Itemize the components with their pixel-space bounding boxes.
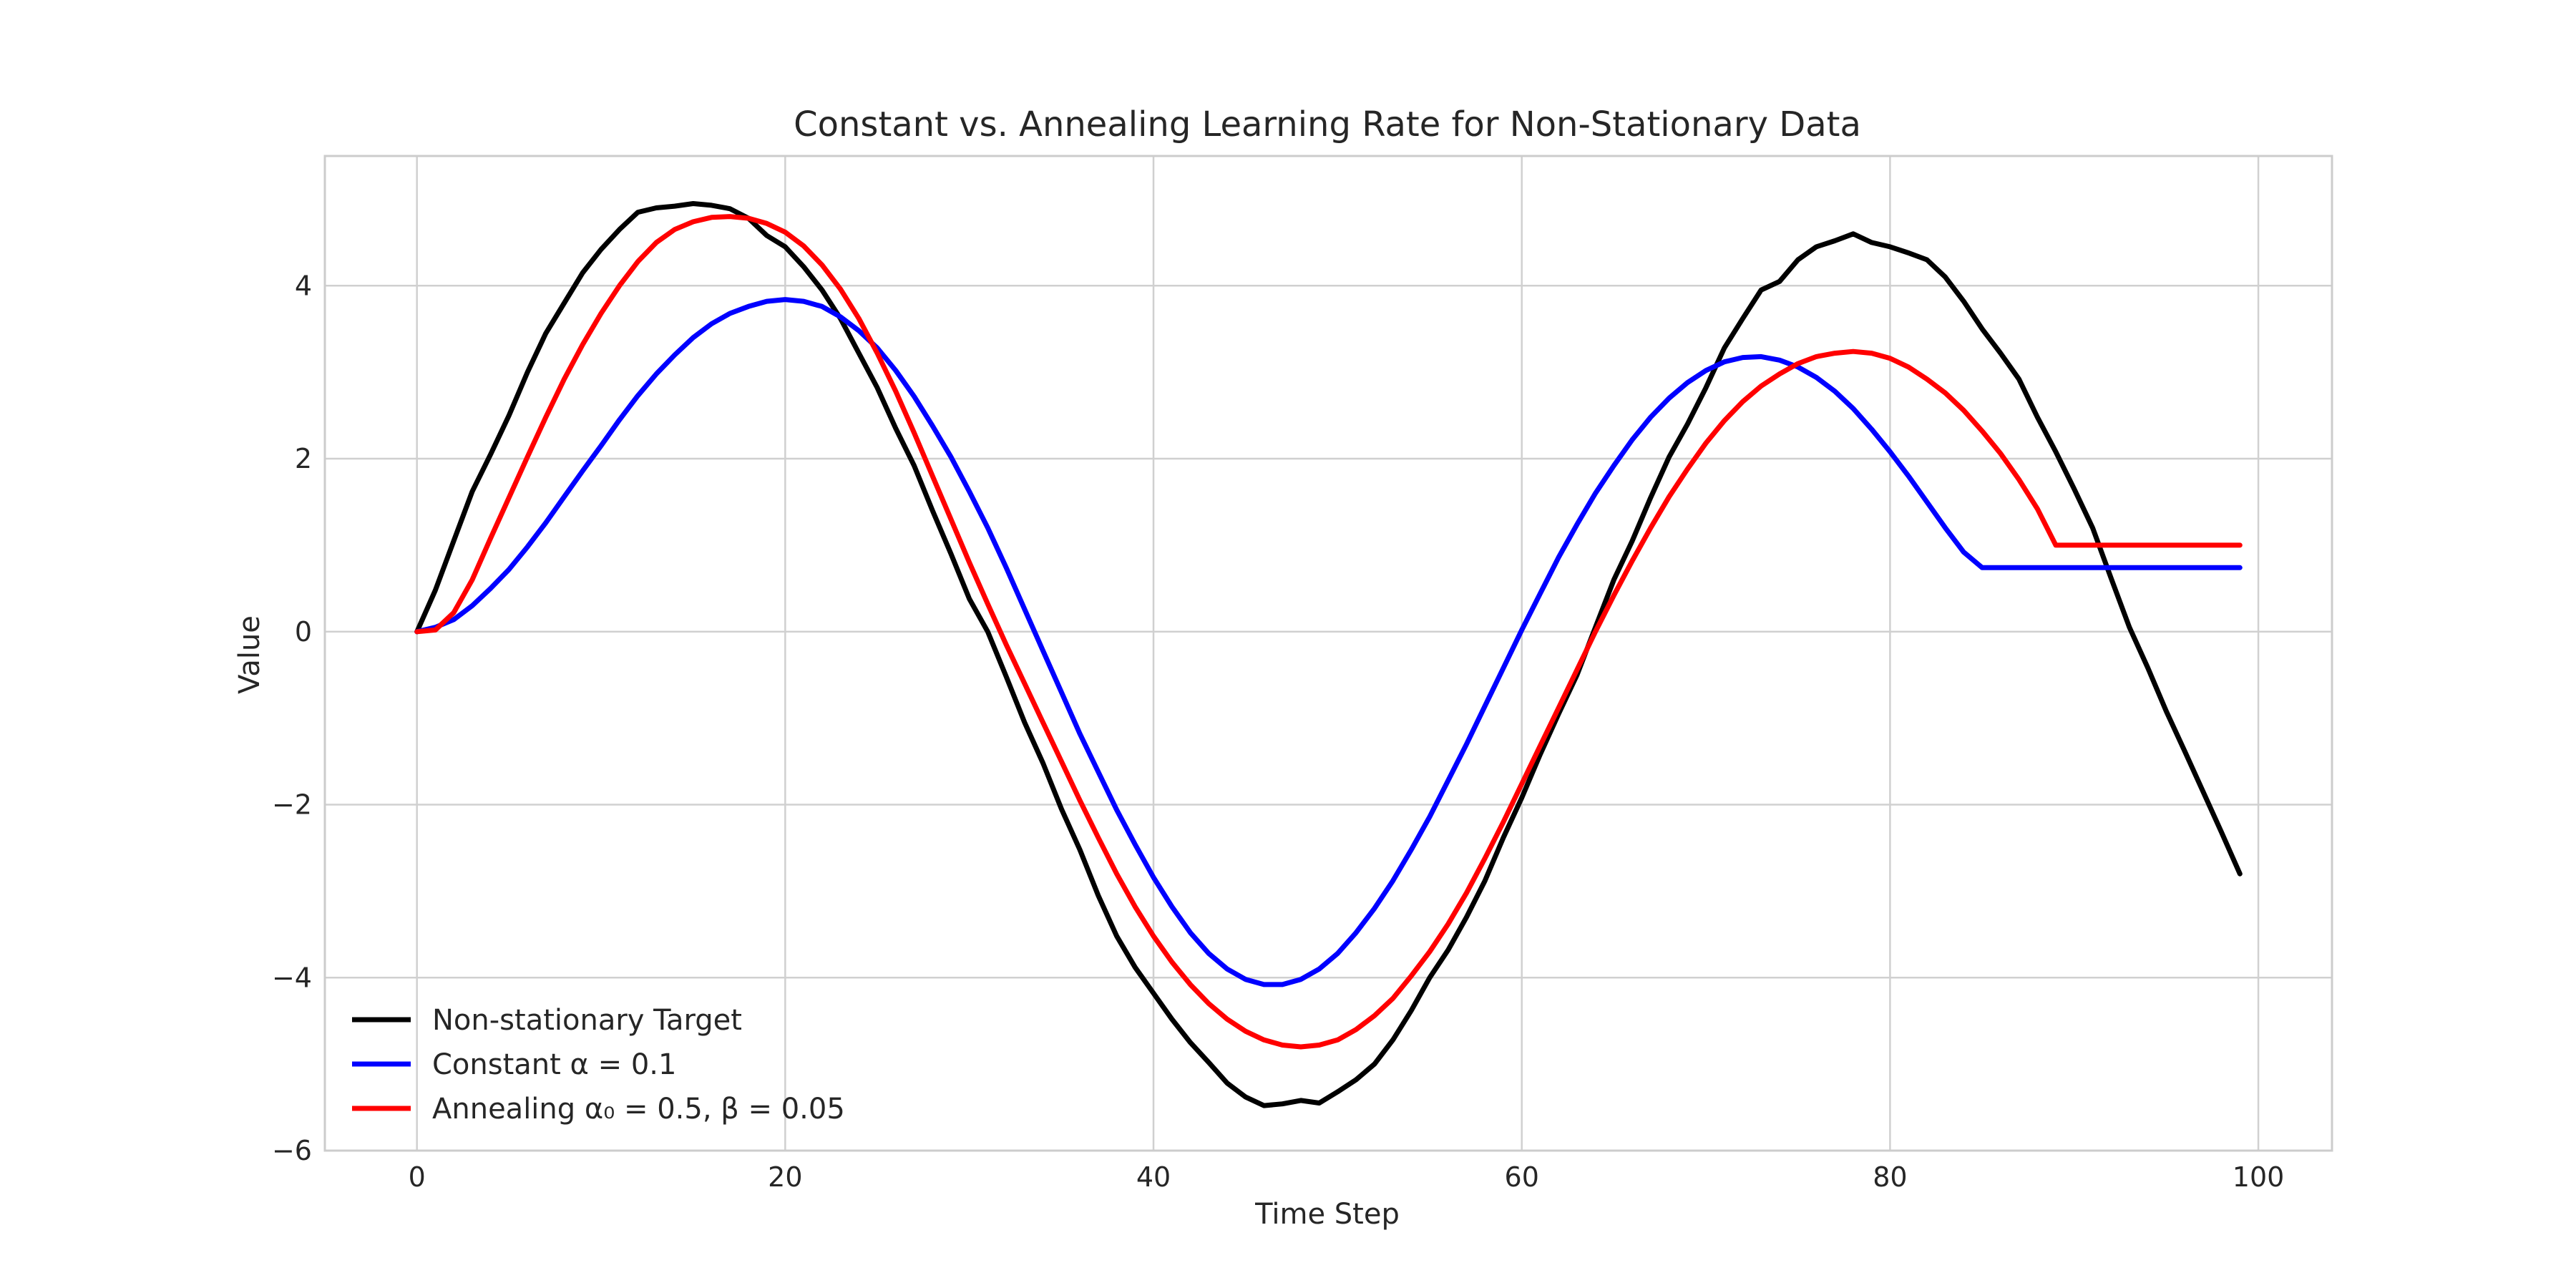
- legend: Non-stationary Target Constant α = 0.1 Ann…: [352, 1004, 845, 1126]
- legend-label: Non-stationary Target: [432, 1004, 742, 1037]
- legend-label: Annealing α₀ = 0.5, β = 0.05: [432, 1093, 845, 1126]
- y-tick-label: 4: [295, 270, 312, 301]
- x-axis-label: Time Step: [1254, 1198, 1400, 1231]
- y-axis-label: Value: [233, 615, 266, 694]
- y-tick-label: −2: [272, 789, 312, 821]
- chart-title: Constant vs. Annealing Learning Rate for…: [794, 104, 1861, 145]
- series-lines: [414, 201, 2243, 1108]
- y-tick-label: −6: [272, 1135, 312, 1166]
- y-tick-label: −4: [272, 962, 312, 993]
- x-tick-label: 60: [1505, 1161, 1539, 1193]
- y-tick-label: 0: [295, 616, 312, 648]
- x-tick-label: 100: [2233, 1161, 2285, 1193]
- x-tick-label: 20: [768, 1161, 802, 1193]
- series-line-2: [414, 297, 2243, 987]
- series-line-1: [414, 201, 2243, 1108]
- x-tick-label: 40: [1136, 1161, 1171, 1193]
- x-tick-label: 80: [1873, 1161, 1907, 1193]
- legend-label: Constant α = 0.1: [432, 1048, 676, 1081]
- series-line-3: [414, 214, 2243, 1050]
- plot-frame: [323, 155, 2333, 1152]
- tick-labels: 0 20 40 60 80 100 −6 −4 −2 0 2 4: [272, 270, 2284, 1193]
- y-tick-label: 2: [295, 443, 312, 474]
- x-tick-label: 0: [409, 1161, 426, 1193]
